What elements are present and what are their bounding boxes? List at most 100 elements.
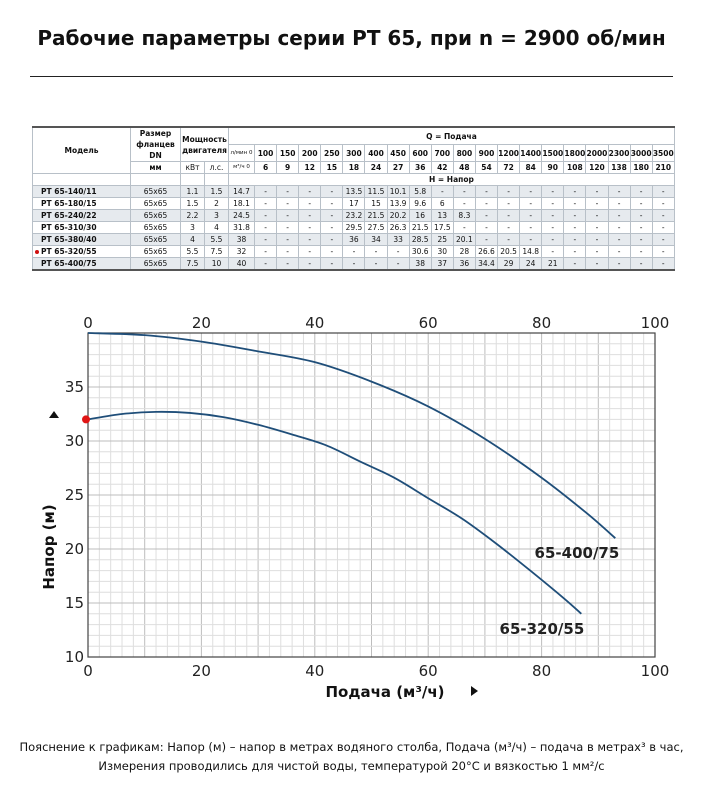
- head-cell: -: [607, 221, 631, 234]
- selected-marker-dot: [35, 250, 39, 254]
- flow-lmin-cell: 3000: [629, 144, 653, 162]
- head-cell: 34.4: [474, 257, 499, 271]
- head-cell: 36: [342, 233, 366, 246]
- head-cell: -: [253, 245, 278, 258]
- head-cell: 17.5: [430, 221, 454, 234]
- model-name: PT 65-140/11: [41, 187, 97, 196]
- flow-lmin-cell: 1200: [497, 144, 521, 162]
- selected-model-marker: [82, 415, 90, 424]
- flow-m3h-cell: 90: [541, 161, 565, 174]
- head-cell: -: [563, 221, 587, 234]
- head-cell: -: [563, 245, 587, 258]
- model-cell: PT 65-240/22: [32, 209, 131, 222]
- table-row: PT 65-400/75 65x65 7.5 10 40- - - - - - -38 37 36 34.…: [32, 257, 675, 271]
- flow-m3h-cell: 84: [519, 161, 543, 174]
- table-row: PT 65-240/22 65x65 2.2 3 24.5- - - -23.2 21.5 20.…: [32, 209, 675, 222]
- head-cell: -: [519, 209, 543, 222]
- flow-m3h-cell: 24: [364, 161, 388, 174]
- header-power-line: Мощность: [182, 134, 227, 144]
- head-cell: 32: [228, 245, 255, 258]
- head-cell: -: [585, 233, 609, 246]
- head-cell: -: [563, 185, 587, 198]
- head-cell: -: [452, 221, 476, 234]
- x-tick-label-bottom: 60: [419, 662, 438, 680]
- head-cell: -: [585, 245, 609, 258]
- head-cell: -: [497, 185, 521, 198]
- model-cell: PT 65-140/11: [32, 185, 131, 198]
- head-cell: -: [320, 209, 344, 222]
- x-tick-label-top: 60: [419, 314, 438, 332]
- head-cell: -: [253, 185, 278, 198]
- head-cell: 24: [519, 257, 543, 271]
- head-cell: -: [276, 209, 300, 222]
- head-cell: 34: [364, 233, 388, 246]
- power-kw-cell: 1.5: [180, 197, 205, 210]
- header-blank: [204, 173, 229, 186]
- head-cell: 14.8: [519, 245, 543, 258]
- model-name: PT 65-380/40: [41, 235, 97, 244]
- head-cell: -: [386, 245, 410, 258]
- head-cell: 20.1: [452, 233, 476, 246]
- head-cell: -: [497, 233, 521, 246]
- head-cell: -: [298, 233, 322, 246]
- table-row: PT 65-380/40 65x65 4 5.5 38- - - -36 34 33 28.5 25 2…: [32, 233, 675, 246]
- flow-lmin-cell: 100: [253, 144, 278, 162]
- flow-lmin-cell: 1500: [541, 144, 565, 162]
- head-cell: -: [607, 197, 631, 210]
- flow-m3h-cell: 27: [386, 161, 410, 174]
- head-cell: -: [474, 209, 499, 222]
- x-axis-arrow-icon: [471, 686, 478, 696]
- model-cell: PT 65-320/55: [32, 245, 131, 258]
- table-row: PT 65-140/11 65x65 1.1 1.5 14.7- - - -13.5 11.5 1…: [32, 185, 675, 198]
- head-cell: -: [563, 209, 587, 222]
- model-name: PT 65-320/55: [41, 247, 97, 256]
- head-cell: 30: [430, 245, 454, 258]
- plot-frame: [87, 332, 656, 658]
- x-tick-label-top: 20: [192, 314, 211, 332]
- head-cell: 13.5: [342, 185, 366, 198]
- header-flow: Q = Подача: [228, 126, 675, 146]
- model-name: PT 65-400/75: [41, 259, 97, 268]
- x-tick-label-top: 80: [532, 314, 551, 332]
- head-cell: 21.5: [364, 209, 388, 222]
- head-cell: -: [276, 185, 300, 198]
- y-tick-label: 15: [65, 594, 84, 612]
- y-axis-title: Напор (м): [40, 504, 58, 589]
- head-cell: -: [474, 221, 499, 234]
- head-cell: 40: [228, 257, 255, 271]
- power-hp-cell: 2: [204, 197, 229, 210]
- head-cell: 11.5: [364, 185, 388, 198]
- model-cell: PT 65-400/75: [32, 257, 131, 271]
- table-row: PT 65-310/30 65x65 3 4 31.8- - - -29.5 27.5 26.3 2…: [32, 221, 675, 234]
- power-hp-cell: 4: [204, 221, 229, 234]
- head-cell: 23.2: [342, 209, 366, 222]
- head-flow-chart: 0 0 20 20 40 40 60 60 80 80 100 100 10 15 20 25 30 35 65-4…: [40, 314, 669, 701]
- head-cell: -: [629, 233, 653, 246]
- parameters-table-container: Модель Размер фланцев DN Мощность двигателя Q …: [32, 126, 675, 271]
- head-cell: 28: [452, 245, 476, 258]
- head-cell: -: [519, 233, 543, 246]
- model-cell: PT 65-180/15: [32, 197, 131, 210]
- flow-m3h-cell: 9: [276, 161, 300, 174]
- power-kw-cell: 4: [180, 233, 205, 246]
- header-motor-power: Мощность двигателя: [180, 126, 229, 162]
- model-name: PT 65-240/22: [41, 211, 97, 220]
- flow-lmin-cell: 200: [298, 144, 322, 162]
- flow-m3h-cell: 42: [430, 161, 454, 174]
- head-cell: -: [364, 245, 388, 258]
- head-cell: 8.3: [452, 209, 476, 222]
- flow-lmin-cell: 1800: [563, 144, 587, 162]
- flow-lmin-cell: 900: [474, 144, 499, 162]
- head-cell: -: [651, 197, 675, 210]
- head-cell: 9.6: [408, 197, 432, 210]
- head-cell: -: [276, 245, 300, 258]
- head-cell: 16: [408, 209, 432, 222]
- flow-m3h-cell: 180: [629, 161, 653, 174]
- footnote-line-2: Измерения проводились для чистой воды, т…: [98, 759, 605, 773]
- head-cell: -: [320, 197, 344, 210]
- head-cell: 26.3: [386, 221, 410, 234]
- flow-m3h-cell: 210: [651, 161, 675, 174]
- head-cell: -: [629, 221, 653, 234]
- head-cell: -: [298, 209, 322, 222]
- head-cell: 20.2: [386, 209, 410, 222]
